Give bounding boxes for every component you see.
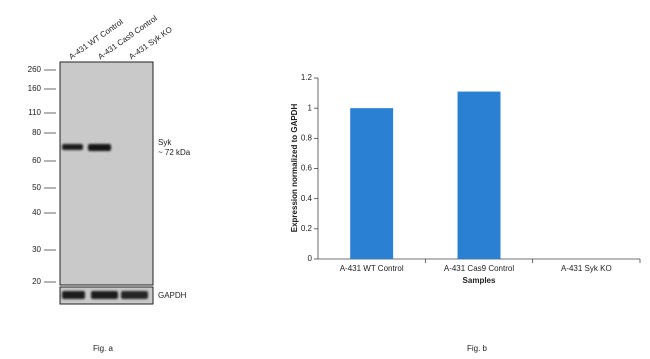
band (62, 291, 85, 299)
marker-label: 260 (28, 65, 42, 74)
marker-label: 30 (32, 245, 41, 254)
x-tick-label: A-431 WT Control (340, 264, 404, 273)
bar (457, 91, 501, 259)
marker-label: 160 (28, 84, 42, 93)
size-label: ~ 72 kDa (158, 148, 191, 157)
caption: Fig. a (93, 344, 114, 353)
band (91, 291, 118, 299)
x-tick-label: A-431 Cas9 Control (444, 264, 514, 273)
band (62, 144, 83, 150)
y-tick-label: 1 (308, 103, 313, 112)
caption: Fig. b (467, 344, 488, 353)
marker-label: 110 (28, 108, 41, 117)
y-tick-label: 0 (308, 254, 313, 263)
y-tick-label: 0.8 (301, 133, 313, 142)
marker-label: 80 (32, 128, 41, 137)
marker-label: 40 (32, 208, 41, 217)
y-tick-label: 0.2 (301, 224, 313, 233)
x-axis-title: Samples (463, 276, 496, 285)
marker-label: 60 (32, 156, 41, 165)
y-tick-label: 1.2 (301, 73, 313, 82)
marker-label: 50 (32, 183, 41, 192)
bar (350, 108, 394, 260)
marker-label: 20 (32, 277, 41, 286)
x-tick-label: A-431 Syk KO (561, 264, 612, 273)
y-tick-label: 0.6 (301, 164, 313, 173)
band (121, 291, 148, 299)
control-label: GAPDH (158, 291, 187, 300)
y-axis-title: Expression normalized to GAPDH (290, 104, 299, 233)
bands (62, 144, 148, 299)
y-tick-label: 0.4 (301, 194, 313, 203)
band (88, 144, 111, 151)
target-label: Syk (158, 138, 172, 147)
blot-main (59, 61, 154, 286)
